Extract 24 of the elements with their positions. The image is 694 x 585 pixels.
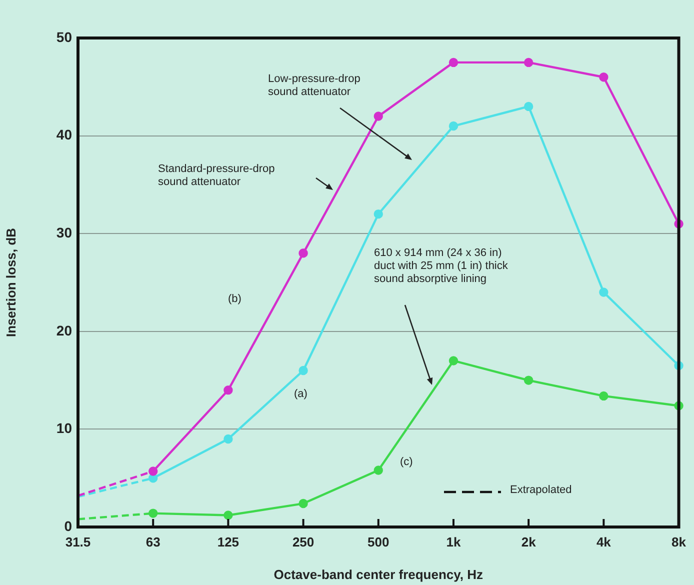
annotation: Extrapolated [510,484,572,497]
y-axis-title: Insertion loss, dB [3,228,18,338]
y-tick-label: 30 [56,224,72,240]
annotation: Standard-pressure-drop sound attenuator [158,163,275,189]
y-tick-label: 10 [56,420,72,436]
x-tick-label: 8k [672,534,687,550]
y-tick-label: 50 [56,28,72,45]
y-tick-label: 0 [64,518,72,534]
x-tick-label: 250 [292,534,314,550]
y-tick-label: 20 [56,322,72,338]
x-tick-label: 500 [368,534,390,550]
x-tick-label: 1k [446,534,462,550]
x-axis-title: Octave-band center frequency, Hz [274,566,484,582]
annotation: (a) [294,388,308,401]
x-tick-label: 125 [217,534,240,550]
annotation: (c) [400,456,413,469]
y-tick-label: 40 [56,126,72,143]
annotation: Low-pressure-drop sound attenuator [268,73,360,99]
x-tick-label: 63 [146,534,160,550]
x-tick-label: 4k [596,534,612,550]
annotation: 610 x 914 mm (24 x 36 in) duct with 25 mm (1 in) thick sound absorptive lining [374,247,508,286]
x-tick-label: 2k [521,534,537,550]
annotation: (b) [228,293,242,306]
x-tick-label: 31.5 [65,534,91,550]
